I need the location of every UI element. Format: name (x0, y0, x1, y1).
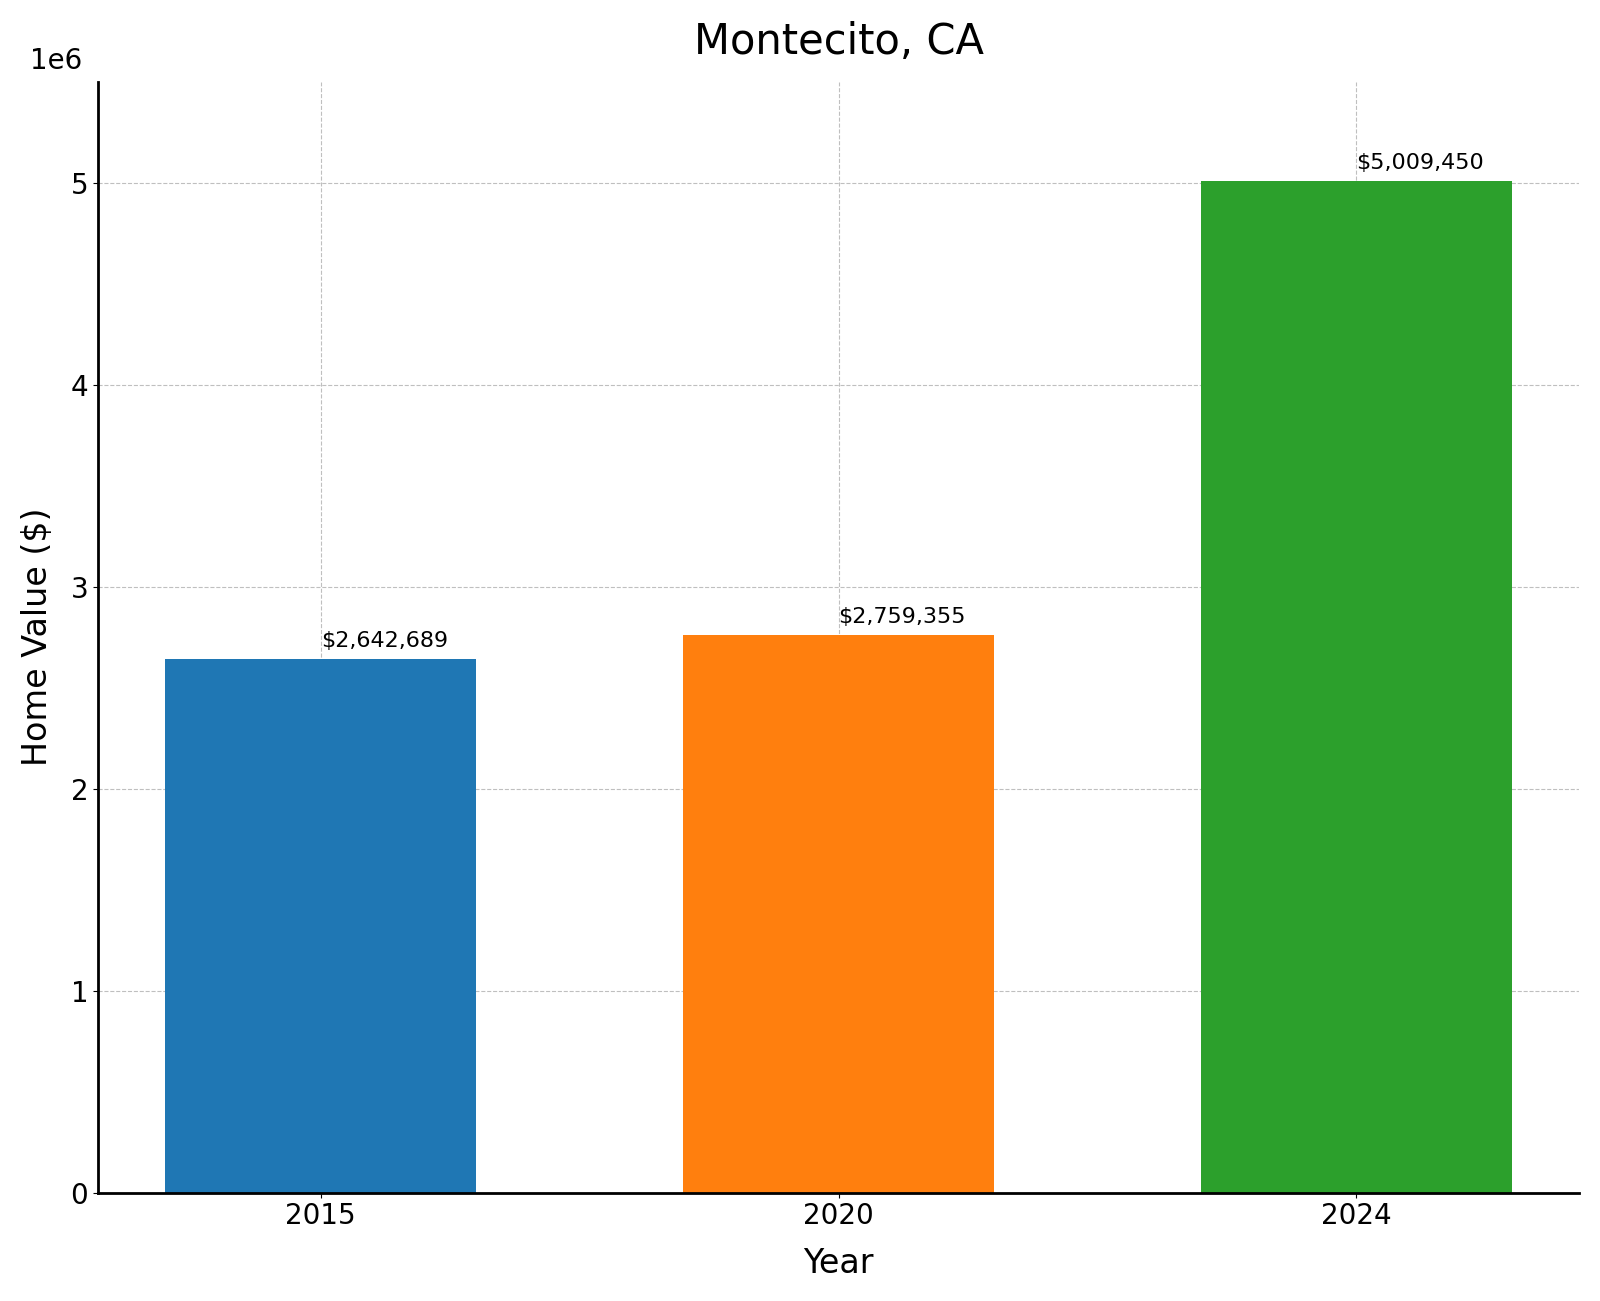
Text: $5,009,450: $5,009,450 (1357, 152, 1485, 173)
Title: Montecito, CA: Montecito, CA (693, 21, 984, 62)
Bar (1202, 181, 1512, 1193)
Text: $2,759,355: $2,759,355 (838, 608, 966, 627)
Bar (165, 658, 477, 1193)
Text: $2,642,689: $2,642,689 (320, 631, 448, 650)
Y-axis label: Home Value ($): Home Value ($) (21, 507, 54, 766)
X-axis label: Year: Year (803, 1248, 874, 1280)
Bar (683, 635, 994, 1193)
Text: 1e6: 1e6 (30, 47, 82, 75)
